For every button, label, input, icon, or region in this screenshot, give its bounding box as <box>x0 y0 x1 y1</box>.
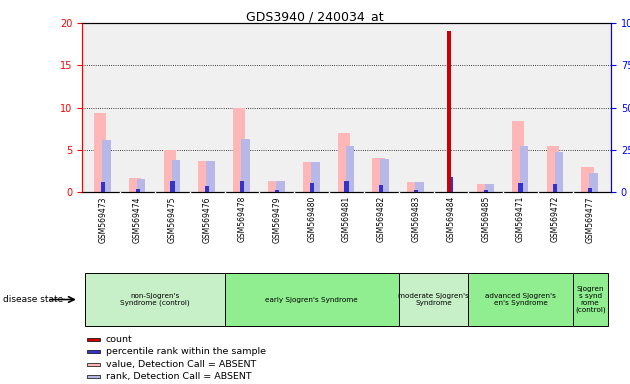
Bar <box>588 188 592 192</box>
Text: GSM569477: GSM569477 <box>586 196 595 243</box>
Text: percentile rank within the sample: percentile rank within the sample <box>106 347 266 356</box>
Bar <box>241 139 250 192</box>
Text: GSM569484: GSM569484 <box>447 196 455 242</box>
Bar <box>553 184 558 192</box>
Text: GSM569485: GSM569485 <box>481 196 490 242</box>
Bar <box>87 375 100 378</box>
Bar <box>86 273 225 326</box>
Bar <box>338 133 350 192</box>
Text: moderate Sjogren's
Syndrome: moderate Sjogren's Syndrome <box>398 293 469 306</box>
Bar <box>276 181 285 192</box>
Bar <box>381 159 389 192</box>
Bar <box>309 183 314 192</box>
Bar <box>225 273 399 326</box>
Bar <box>129 179 141 192</box>
Bar <box>546 146 559 192</box>
Bar <box>415 182 424 192</box>
Bar <box>87 350 100 353</box>
Bar <box>485 184 493 192</box>
Bar <box>407 182 420 192</box>
Bar <box>414 190 418 192</box>
Text: GSM569476: GSM569476 <box>203 196 212 243</box>
Bar <box>554 152 563 192</box>
Text: GDS3940 / 240034_at: GDS3940 / 240034_at <box>246 10 384 23</box>
Bar <box>233 108 245 192</box>
Bar <box>520 146 529 192</box>
Bar <box>581 167 593 192</box>
Bar <box>135 189 140 192</box>
Bar <box>268 181 280 192</box>
Bar <box>372 158 385 192</box>
Text: count: count <box>106 335 132 344</box>
Text: value, Detection Call = ABSENT: value, Detection Call = ABSENT <box>106 360 256 369</box>
Bar <box>379 185 384 192</box>
Bar <box>170 181 175 192</box>
Text: GSM569479: GSM569479 <box>272 196 282 243</box>
Bar <box>171 160 180 192</box>
Bar <box>399 273 468 326</box>
Text: GSM569478: GSM569478 <box>238 196 246 242</box>
Text: GSM569482: GSM569482 <box>377 196 386 242</box>
Text: GSM569480: GSM569480 <box>307 196 316 242</box>
Bar <box>449 177 453 192</box>
Bar <box>518 183 523 192</box>
Bar <box>205 186 209 192</box>
Bar <box>87 338 100 341</box>
Bar <box>94 113 106 192</box>
Text: GSM569475: GSM569475 <box>168 196 177 243</box>
Text: GSM569473: GSM569473 <box>98 196 107 243</box>
Bar <box>137 179 146 192</box>
Bar <box>164 150 176 192</box>
Bar <box>275 190 279 192</box>
Text: early Sjogren's Syndrome: early Sjogren's Syndrome <box>265 296 358 303</box>
Bar <box>101 182 105 192</box>
Bar <box>87 363 100 366</box>
Text: rank, Detection Call = ABSENT: rank, Detection Call = ABSENT <box>106 372 251 381</box>
Bar <box>303 162 315 192</box>
Text: GSM569472: GSM569472 <box>551 196 560 242</box>
Bar <box>468 273 573 326</box>
Bar <box>207 161 215 192</box>
Bar <box>589 174 598 192</box>
Bar <box>311 162 319 192</box>
Text: Sjogren
s synd
rome
(control): Sjogren s synd rome (control) <box>575 286 605 313</box>
Bar <box>240 181 244 192</box>
Bar <box>477 184 489 192</box>
Bar <box>573 273 607 326</box>
Bar <box>447 31 451 192</box>
Text: GSM569481: GSM569481 <box>342 196 351 242</box>
Text: disease state: disease state <box>3 295 64 304</box>
Text: GSM569483: GSM569483 <box>411 196 421 242</box>
Bar <box>198 161 210 192</box>
Text: GSM569474: GSM569474 <box>133 196 142 243</box>
Text: non-Sjogren's
Syndrome (control): non-Sjogren's Syndrome (control) <box>120 293 190 306</box>
Bar <box>345 180 348 192</box>
Bar <box>484 190 488 192</box>
Bar <box>102 140 111 192</box>
Text: advanced Sjogren's
en's Syndrome: advanced Sjogren's en's Syndrome <box>485 293 556 306</box>
Bar <box>346 146 354 192</box>
Text: GSM569471: GSM569471 <box>516 196 525 242</box>
Bar <box>512 121 524 192</box>
